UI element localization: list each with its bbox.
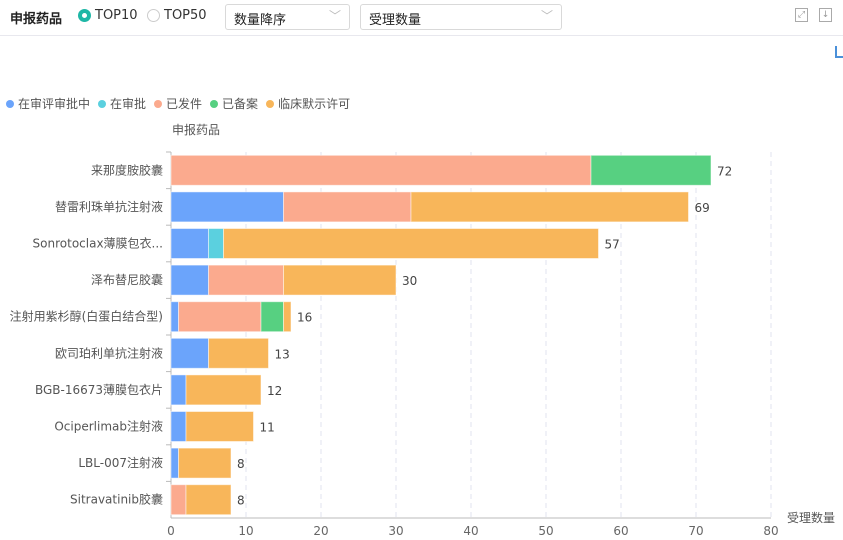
data-label: 57 bbox=[605, 238, 620, 252]
y-tick-label: Ociperlimab注射液 bbox=[54, 419, 163, 434]
legend-dot-icon bbox=[154, 99, 163, 108]
bar-segment[interactable] bbox=[208, 337, 269, 369]
download-icon[interactable]: ↓ bbox=[819, 8, 832, 22]
sort-select-value: 数量降序 bbox=[234, 13, 287, 28]
legend-dot-icon bbox=[6, 99, 14, 108]
bar-segment[interactable] bbox=[170, 154, 592, 186]
bar-segment[interactable] bbox=[283, 301, 292, 333]
data-label: 12 bbox=[267, 384, 282, 398]
bar-segment[interactable] bbox=[590, 154, 712, 186]
bar-segment[interactable] bbox=[208, 264, 284, 296]
y-tick-label: Sonrotoclax薄膜包衣... bbox=[33, 236, 163, 251]
sort-select[interactable]: 数量降序 ﹀ bbox=[225, 4, 350, 30]
legend-dot-icon bbox=[98, 99, 107, 108]
y-tick-label: BGB-16673薄膜包衣片 bbox=[35, 382, 163, 397]
bar-segment[interactable] bbox=[410, 191, 689, 223]
legend-label: 已发件 bbox=[166, 97, 203, 111]
data-label: 11 bbox=[260, 421, 275, 435]
legend-dot-icon bbox=[210, 99, 219, 108]
data-label: 69 bbox=[695, 201, 710, 215]
radio-unchecked-icon bbox=[147, 9, 160, 22]
y-tick-label: 泽布替尼胶囊 bbox=[91, 272, 163, 287]
legend: 在审评审批中 在审批 已发件 已备案 临床默示许可 bbox=[6, 95, 350, 112]
bar-segment[interactable] bbox=[178, 447, 232, 479]
data-label: 8 bbox=[237, 494, 245, 508]
legend-item[interactable]: 临床默示许可 bbox=[266, 95, 350, 112]
bar-segment[interactable] bbox=[170, 337, 209, 369]
chevron-down-icon: ﹀ bbox=[540, 9, 553, 23]
bar-segment[interactable] bbox=[185, 484, 232, 516]
bar-segment[interactable] bbox=[170, 301, 179, 333]
x-tick-label: 20 bbox=[313, 524, 328, 538]
bar-segment[interactable] bbox=[170, 411, 187, 442]
bar-segment[interactable] bbox=[170, 484, 187, 516]
bar-segment[interactable] bbox=[170, 191, 284, 223]
legend-label: 在审评审批中 bbox=[18, 97, 91, 111]
bar-segment[interactable] bbox=[223, 228, 599, 259]
bar-segment[interactable] bbox=[283, 264, 397, 296]
data-label: 30 bbox=[402, 274, 417, 288]
bar-segment[interactable] bbox=[185, 411, 254, 442]
legend-item[interactable]: 在审批 bbox=[98, 95, 146, 112]
bar-chart-toggle-icon[interactable] bbox=[835, 46, 843, 58]
bar-segment[interactable] bbox=[170, 228, 209, 259]
x-tick-label: 40 bbox=[463, 524, 478, 538]
radio-top50[interactable]: TOP50 bbox=[147, 8, 207, 23]
x-tick-label: 30 bbox=[388, 524, 403, 538]
legend-label: 临床默示许可 bbox=[278, 97, 351, 111]
y-tick-label: 注射用紫杉醇(白蛋白结合型) bbox=[10, 309, 163, 324]
y-tick-label: LBL-007注射液 bbox=[78, 455, 163, 470]
toolbar: 申报药品 TOP10 TOP50 数量降序 ﹀ 受理数量 ﹀ ⤢ ↓ bbox=[0, 0, 843, 36]
x-axis-title: 受理数量 bbox=[787, 510, 835, 525]
chevron-down-icon: ﹀ bbox=[328, 9, 341, 23]
x-tick-label: 60 bbox=[613, 524, 628, 538]
bar-segment[interactable] bbox=[283, 191, 412, 223]
legend-item[interactable]: 在审评审批中 bbox=[6, 95, 90, 112]
legend-item[interactable]: 已备案 bbox=[210, 95, 258, 112]
x-tick-label: 50 bbox=[538, 524, 553, 538]
radio-label: TOP50 bbox=[164, 8, 207, 23]
metric-select[interactable]: 受理数量 ﹀ bbox=[360, 4, 562, 30]
x-tick-label: 70 bbox=[688, 524, 703, 538]
y-tick-label: Sitravatinib胶囊 bbox=[70, 492, 163, 507]
fullscreen-icon[interactable]: ⤢ bbox=[795, 8, 808, 22]
bar-segment[interactable] bbox=[170, 264, 209, 296]
bar-segment[interactable] bbox=[178, 301, 262, 333]
legend-item[interactable]: 已发件 bbox=[154, 95, 202, 112]
x-tick-label: 80 bbox=[763, 524, 778, 538]
y-tick-label: 替雷利珠单抗注射液 bbox=[55, 199, 163, 214]
radio-label: TOP10 bbox=[95, 8, 138, 23]
bar-segment[interactable] bbox=[170, 447, 179, 479]
legend-dot-icon bbox=[266, 99, 275, 108]
radio-checked-icon bbox=[78, 9, 91, 22]
bar-segment[interactable] bbox=[185, 374, 262, 406]
bar-segment[interactable] bbox=[170, 374, 187, 406]
chart-title: 申报药品 bbox=[10, 12, 63, 27]
x-tick-label: 0 bbox=[167, 524, 175, 538]
y-axis-title: 申报药品 bbox=[172, 122, 220, 137]
y-tick-label: 来那度胺胶囊 bbox=[91, 162, 163, 177]
x-tick-label: 10 bbox=[238, 524, 253, 538]
data-label: 13 bbox=[275, 347, 290, 361]
data-label: 8 bbox=[237, 457, 245, 471]
radio-top10[interactable]: TOP10 bbox=[78, 8, 138, 23]
metric-select-value: 受理数量 bbox=[369, 13, 422, 28]
bar-segment[interactable] bbox=[208, 228, 224, 259]
data-label: 16 bbox=[297, 311, 312, 325]
legend-label: 已备案 bbox=[222, 97, 259, 111]
data-label: 72 bbox=[717, 164, 732, 178]
y-tick-label: 欧司珀利单抗注射液 bbox=[55, 345, 163, 360]
bar-segment[interactable] bbox=[260, 301, 284, 333]
legend-label: 在审批 bbox=[110, 97, 147, 111]
